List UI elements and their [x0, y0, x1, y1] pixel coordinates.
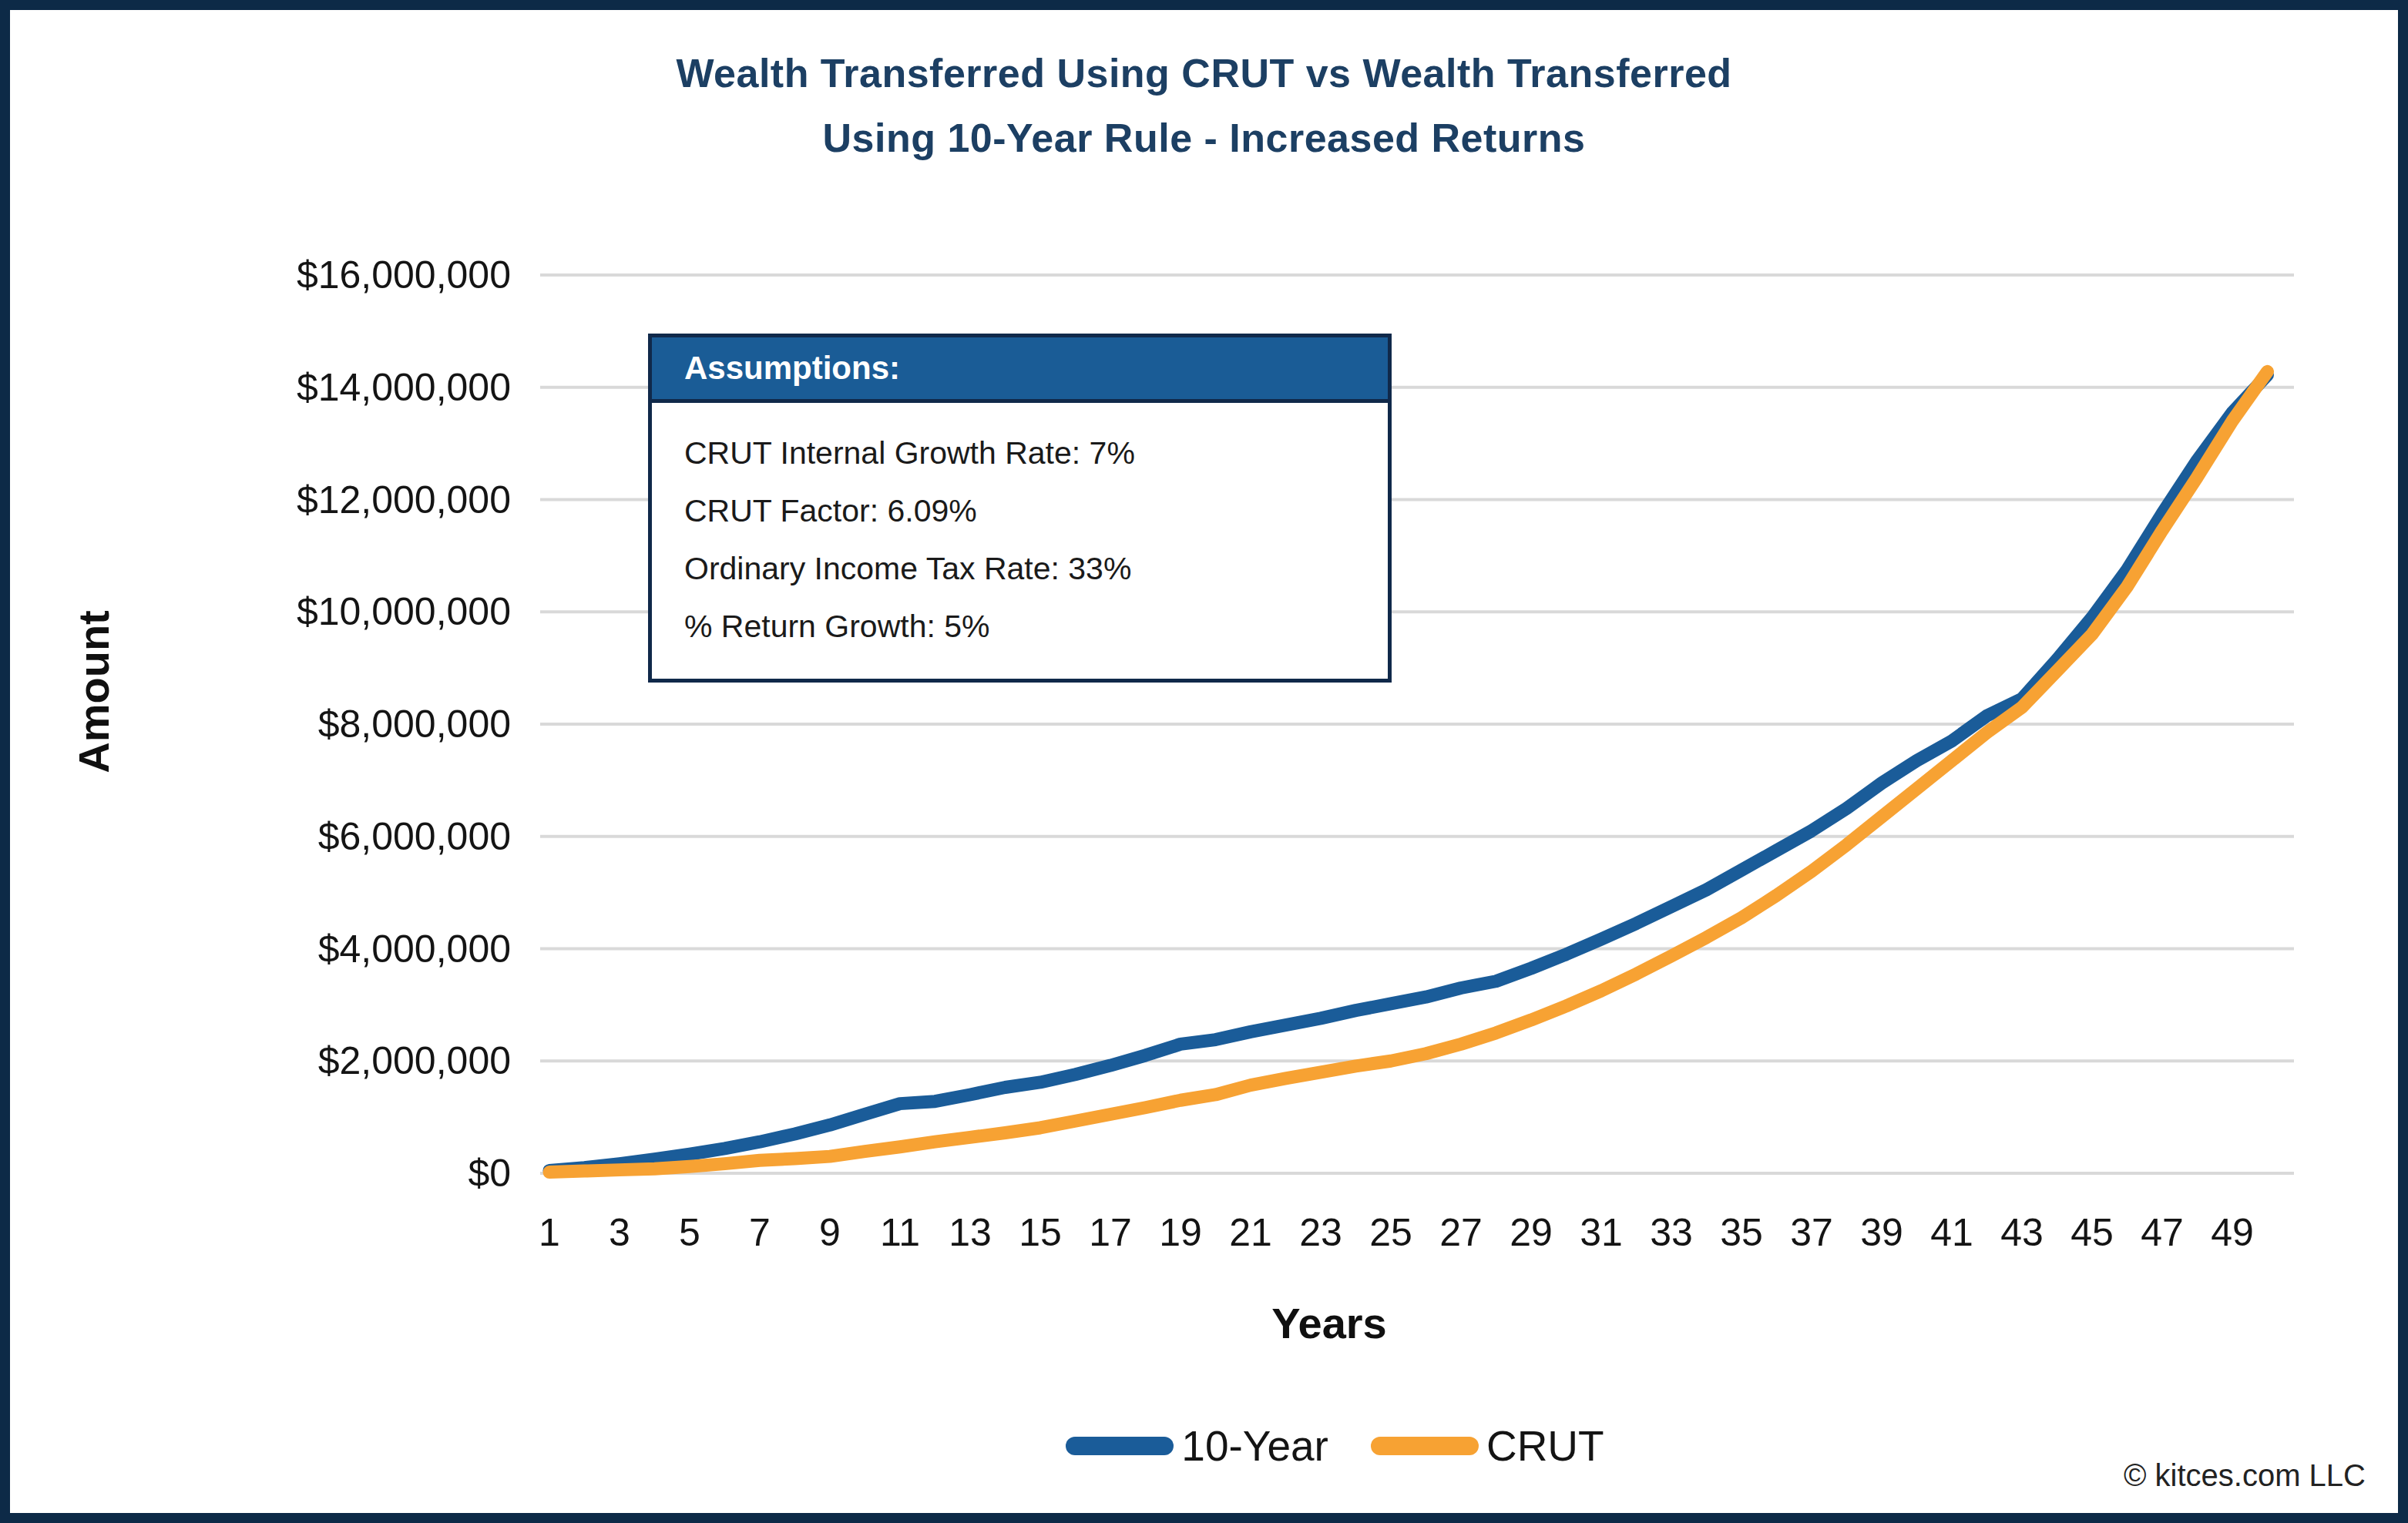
x-tick-label: 19	[1159, 1211, 1202, 1254]
y-tick-label: $10,000,000	[297, 590, 511, 633]
x-tick-label: 39	[1860, 1211, 1903, 1254]
chart-frame: Wealth Transferred Using CRUT vs Wealth …	[0, 0, 2408, 1523]
x-tick-label: 47	[2141, 1211, 2184, 1254]
x-tick-label: 49	[2211, 1211, 2254, 1254]
x-tick-label: 13	[949, 1211, 992, 1254]
assumptions-box: Assumptions: CRUT Internal Growth Rate: …	[648, 334, 1392, 683]
y-tick-label: $6,000,000	[318, 815, 511, 858]
assumptions-body: CRUT Internal Growth Rate: 7% CRUT Facto…	[652, 403, 1388, 679]
chart-legend: 10-Year CRUT	[10, 1421, 2398, 1471]
x-tick-label: 17	[1089, 1211, 1132, 1254]
x-tick-label: 7	[749, 1211, 771, 1254]
x-tick-label: 29	[1510, 1211, 1553, 1254]
x-tick-label: 37	[1790, 1211, 1833, 1254]
assumption-crut-growth-rate: CRUT Internal Growth Rate: 7%	[684, 424, 1372, 482]
x-tick-label: 3	[609, 1211, 630, 1254]
assumption-crut-factor: CRUT Factor: 6.09%	[684, 482, 1372, 540]
assumption-return-growth: % Return Growth: 5%	[684, 598, 1372, 656]
legend-swatch-10-year	[1066, 1437, 1174, 1455]
x-tick-label: 1	[539, 1211, 560, 1254]
assumption-income-tax-rate: Ordinary Income Tax Rate: 33%	[684, 540, 1372, 598]
y-tick-label: $14,000,000	[297, 366, 511, 409]
x-tick-label: 41	[1930, 1211, 1973, 1254]
copyright-notice: © kitces.com LLC	[2124, 1458, 2366, 1493]
y-tick-label: $0	[468, 1152, 511, 1195]
x-tick-label: 9	[819, 1211, 841, 1254]
x-axis-title: Years	[1271, 1298, 1387, 1348]
legend-item-10-year: 10-Year	[1066, 1421, 1328, 1471]
x-tick-label: 15	[1019, 1211, 1062, 1254]
x-tick-label: 33	[1650, 1211, 1693, 1254]
x-tick-label: 23	[1299, 1211, 1342, 1254]
legend-label-crut: CRUT	[1486, 1421, 1604, 1471]
x-tick-label: 21	[1229, 1211, 1272, 1254]
x-tick-label: 5	[679, 1211, 700, 1254]
legend-label-10-year: 10-Year	[1181, 1421, 1328, 1471]
x-tick-label: 31	[1580, 1211, 1623, 1254]
x-tick-label: 27	[1439, 1211, 1483, 1254]
y-tick-label: $2,000,000	[318, 1039, 511, 1082]
y-tick-label: $12,000,000	[297, 478, 511, 522]
y-tick-label: $4,000,000	[318, 928, 511, 971]
x-tick-label: 45	[2070, 1211, 2114, 1254]
x-tick-label: 43	[2000, 1211, 2044, 1254]
x-tick-label: 35	[1720, 1211, 1763, 1254]
legend-swatch-crut	[1371, 1437, 1479, 1455]
assumptions-header: Assumptions:	[652, 337, 1388, 403]
y-axis-title: Amount	[69, 610, 119, 773]
legend-item-crut: CRUT	[1371, 1421, 1604, 1471]
line-chart-plot: $0 $2,000,000 $4,000,000 $6,000,000 $8,000,0…	[10, 10, 2408, 1523]
x-tick-label: 25	[1369, 1211, 1412, 1254]
y-tick-label: $16,000,000	[297, 253, 511, 297]
y-tick-label: $8,000,000	[318, 703, 511, 746]
x-tick-label: 11	[880, 1211, 920, 1254]
